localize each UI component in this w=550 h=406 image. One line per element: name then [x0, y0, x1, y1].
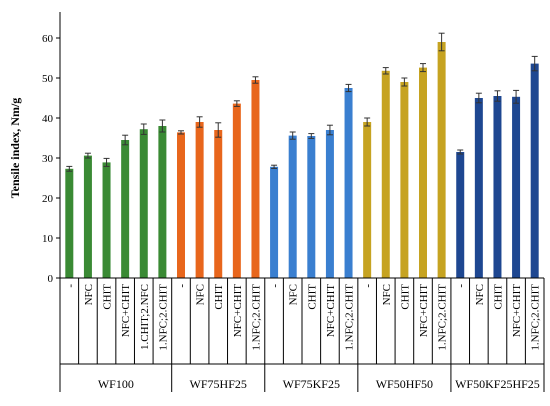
- bar: [530, 63, 539, 278]
- bar: [139, 129, 148, 278]
- category-label: NFC+CHIT: [120, 284, 132, 338]
- bar: [158, 126, 167, 278]
- y-axis-title: Tensile index, Nm/g: [8, 98, 22, 199]
- category-label: 1.NFC;2.CHIT: [437, 284, 449, 351]
- bar: [121, 140, 130, 278]
- category-label: -: [64, 284, 76, 288]
- x-axis: - NFC CHIT NFC+CHIT 1.CHIT;2.NFC 1.NFC;2.CHIT…: [59, 277, 545, 392]
- bar: [83, 155, 92, 278]
- category-label: NFC: [474, 284, 486, 305]
- category-label: CHIT: [399, 284, 411, 310]
- category-label: NFC: [83, 284, 95, 305]
- category-label: CHIT: [492, 284, 504, 310]
- group-label: WF100: [98, 377, 134, 391]
- category-label: NFC+CHIT: [511, 284, 523, 338]
- category-label: 1.CHIT;2.NFC: [139, 284, 151, 350]
- category-label: 1.NFC;2.CHIT: [530, 284, 542, 351]
- y-tick-label: 0: [48, 273, 54, 285]
- category-label: -: [269, 284, 281, 288]
- bar: [400, 82, 409, 278]
- y-tick-label: 30: [42, 153, 54, 165]
- category-label: 1.NFC;2.CHIT: [250, 284, 262, 351]
- bar: [177, 132, 185, 278]
- bar: [344, 88, 353, 278]
- group-label: WF50HF50: [376, 377, 433, 391]
- category-label: NFC: [195, 284, 207, 305]
- y-tick-label: 50: [42, 73, 54, 85]
- bar: [437, 42, 446, 278]
- y-tick-label: 60: [42, 33, 54, 45]
- bar: [381, 70, 390, 278]
- bars: [65, 32, 539, 278]
- y-tick-label: 10: [42, 233, 54, 245]
- y-tick-label: 40: [42, 113, 54, 125]
- category-label: CHIT: [102, 284, 114, 310]
- category-label: CHIT: [306, 284, 318, 310]
- category-label: NFC: [381, 284, 393, 305]
- bar: [363, 122, 372, 278]
- bar: [270, 166, 279, 278]
- category-label: -: [455, 284, 467, 288]
- bar: [307, 136, 316, 278]
- category-label: 1.NFC;2.CHIT: [157, 284, 169, 351]
- category-label: -: [362, 284, 374, 288]
- bar: [493, 96, 502, 278]
- bar: [512, 96, 521, 278]
- bar: [195, 122, 204, 278]
- bar: [214, 130, 223, 278]
- y-axis: 0 10 20 30 40 50 60: [42, 12, 61, 285]
- bar: [65, 168, 74, 278]
- group-label: WF75HF25: [190, 377, 247, 391]
- bar: [474, 98, 483, 278]
- bar: [232, 103, 241, 278]
- bar: [325, 130, 334, 278]
- bar: [456, 152, 465, 278]
- bar: [288, 135, 297, 278]
- category-label: -: [176, 284, 188, 288]
- bar: [102, 162, 111, 278]
- category-label: NFC: [288, 284, 300, 305]
- category-label: NFC+CHIT: [418, 284, 430, 338]
- category-label: CHIT: [213, 284, 225, 310]
- bar: [419, 67, 427, 278]
- category-label: 1.NFC;2.CHIT: [344, 284, 356, 351]
- group-label: WF50KF25HF25: [455, 377, 540, 391]
- category-label: NFC+CHIT: [325, 284, 337, 338]
- y-tick-label: 20: [42, 193, 54, 205]
- category-label: NFC+CHIT: [232, 284, 244, 338]
- group-label: WF75KF25: [283, 377, 340, 391]
- bar: [251, 80, 260, 278]
